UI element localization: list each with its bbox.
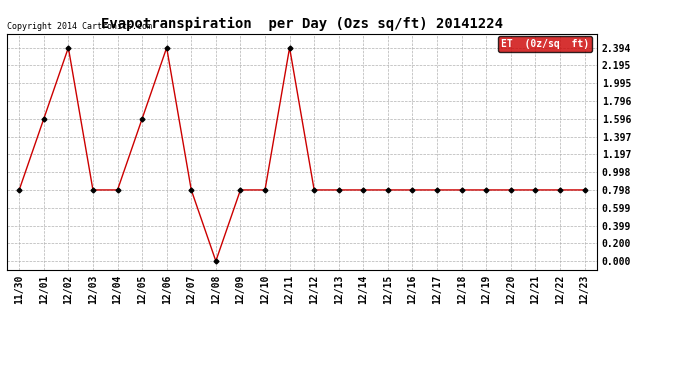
Legend: ET  (0z/sq  ft): ET (0z/sq ft): [498, 36, 592, 52]
Title: Evapotranspiration  per Day (Ozs sq/ft) 20141224: Evapotranspiration per Day (Ozs sq/ft) 2…: [101, 17, 503, 31]
Text: Copyright 2014 Cartronics.com: Copyright 2014 Cartronics.com: [7, 22, 152, 32]
